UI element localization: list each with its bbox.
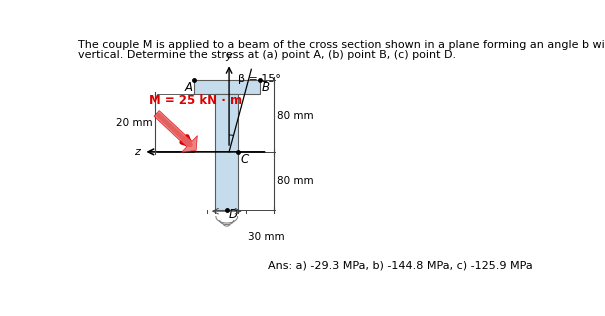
Text: 20 mm: 20 mm: [116, 118, 152, 128]
Text: z: z: [134, 147, 140, 157]
Text: 80 mm: 80 mm: [276, 111, 313, 121]
Text: 80 mm: 80 mm: [276, 176, 313, 186]
Text: β = 15°: β = 15°: [238, 74, 281, 84]
Text: 30 mm: 30 mm: [249, 232, 285, 242]
Text: C: C: [241, 153, 249, 166]
Text: The couple M is applied to a beam of the cross section shown in a plane forming : The couple M is applied to a beam of the…: [78, 40, 605, 50]
Bar: [215, 94, 238, 210]
Polygon shape: [154, 111, 197, 152]
Text: D: D: [228, 208, 237, 221]
Text: Ans: a) -29.3 MPa, b) -144.8 MPa, c) -125.9 MPa: Ans: a) -29.3 MPa, b) -144.8 MPa, c) -12…: [268, 260, 532, 270]
Text: B: B: [261, 81, 269, 94]
Text: y: y: [226, 51, 232, 61]
Text: M = 25 kN · m: M = 25 kN · m: [149, 94, 242, 107]
Text: vertical. Determine the stress at (a) point A, (b) point B, (c) point D.: vertical. Determine the stress at (a) po…: [78, 50, 456, 60]
Bar: [194, 80, 260, 94]
Text: A: A: [185, 81, 192, 94]
